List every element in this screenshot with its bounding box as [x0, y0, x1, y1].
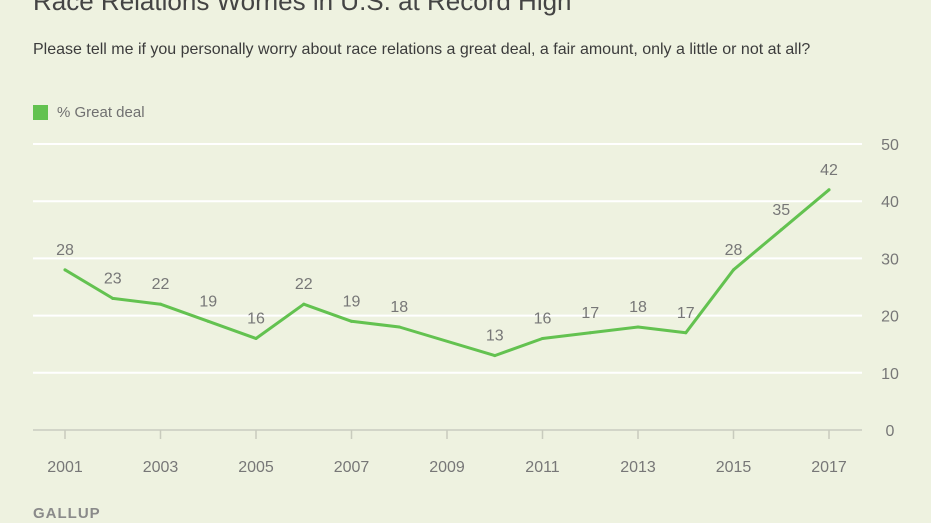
- data-point: [63, 268, 67, 272]
- data-point: [636, 325, 640, 329]
- data-label: 16: [534, 310, 552, 327]
- data-label: 23: [104, 270, 122, 287]
- data-label: 19: [343, 293, 361, 310]
- data-label: 42: [820, 162, 838, 179]
- data-label: 13: [486, 328, 504, 345]
- data-label: 17: [677, 305, 695, 322]
- x-tick-label: 2003: [143, 459, 179, 476]
- data-point: [254, 336, 258, 340]
- series-line: [63, 188, 831, 358]
- data-point: [588, 331, 592, 335]
- y-tick-label: 40: [881, 194, 899, 211]
- data-label: 18: [629, 299, 647, 316]
- data-point: [541, 336, 544, 340]
- data-point: [779, 228, 783, 232]
- x-tick-label: 2007: [334, 459, 370, 476]
- legend-label: % Great deal: [57, 104, 145, 121]
- data-label: 17: [581, 305, 599, 322]
- data-label: 28: [56, 242, 74, 259]
- x-tick-label: 2009: [429, 459, 465, 476]
- data-point: [111, 296, 115, 300]
- data-point: [732, 268, 735, 272]
- legend: % Great deal: [33, 104, 145, 121]
- data-label: 18: [390, 299, 408, 316]
- x-tick-label: 2011: [525, 459, 560, 476]
- y-tick-label: 50: [881, 137, 899, 154]
- source-label: GALLUP: [33, 505, 101, 522]
- data-point: [302, 302, 306, 306]
- y-tick-label: 20: [881, 309, 899, 326]
- data-label: 22: [152, 276, 170, 293]
- x-tick-label: 2013: [620, 459, 656, 476]
- x-tick-label: 2001: [47, 459, 83, 476]
- x-tick-label: 2015: [716, 459, 752, 476]
- data-label: 22: [295, 276, 313, 293]
- y-tick-label: 10: [881, 366, 899, 383]
- x-tick-label: 2005: [238, 459, 274, 476]
- x-tick-label: 2017: [811, 459, 847, 476]
- data-point: [206, 319, 210, 323]
- data-point: [397, 325, 401, 329]
- data-label: 35: [772, 202, 790, 219]
- y-tick-label: 0: [886, 423, 895, 440]
- data-label: 19: [199, 293, 217, 310]
- data-point: [684, 331, 688, 335]
- chart-title: Race Relations Worries in U.S. at Record…: [33, 0, 572, 16]
- y-tick-label: 30: [881, 251, 899, 268]
- data-point: [493, 354, 497, 358]
- chart-subtitle: Please tell me if you personally worry a…: [33, 41, 811, 58]
- data-label: 16: [247, 310, 265, 327]
- data-label: 28: [725, 242, 743, 259]
- legend-swatch: [33, 105, 48, 120]
- data-point: [827, 188, 831, 192]
- data-point: [350, 319, 353, 323]
- data-point: [159, 302, 162, 306]
